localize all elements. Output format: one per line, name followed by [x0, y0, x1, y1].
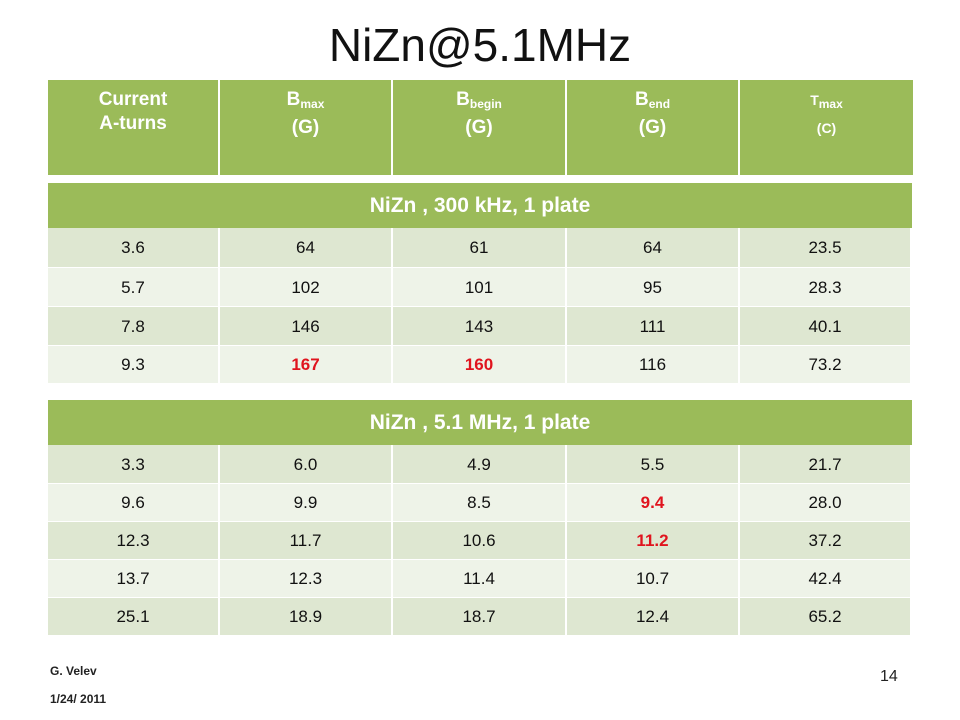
header-symbol: B: [456, 89, 470, 110]
table-cell: 111: [567, 307, 740, 346]
table-cell: 3.3: [48, 445, 220, 484]
date: 1/24/ 2011: [50, 692, 107, 706]
table-cell: 37.2: [740, 522, 912, 560]
table-cell: 11.7: [220, 522, 393, 560]
table-cell: 12.3: [48, 522, 220, 560]
header-unit: (G): [291, 117, 320, 138]
table-cell: 9.9: [220, 484, 393, 522]
table-cell: 18.7: [393, 598, 567, 636]
header-cell: Bend (G): [567, 80, 740, 175]
table-cell: 9.6: [48, 484, 220, 522]
table-cell: 25.1: [48, 598, 220, 636]
header-line: A-turns: [99, 113, 167, 134]
table-cell: 7.8: [48, 307, 220, 346]
table-cell: 4.9: [393, 445, 567, 484]
header-cell: Bbegin (G): [393, 80, 567, 175]
table-cell: 160: [393, 346, 567, 384]
header-subscript: begin: [469, 97, 502, 111]
table-cell: 9.4: [567, 484, 740, 522]
header-line: Current: [98, 89, 168, 110]
header-unit: (C): [816, 120, 837, 136]
table-cell: 23.5: [740, 228, 912, 268]
table-cell: 21.7: [740, 445, 912, 484]
slide-title: NiZn@5.1MHz: [328, 19, 632, 71]
table-cell: 12.4: [567, 598, 740, 636]
header-subscript: max: [300, 97, 325, 111]
header-line: Bend: [567, 88, 738, 116]
table-cell: 12.3: [220, 560, 393, 598]
table-cell: 10.7: [567, 560, 740, 598]
author: G. Velev: [50, 664, 97, 678]
header-cell: Bmax (G): [220, 80, 393, 175]
header-unit: (G): [638, 117, 667, 138]
table-cell: 143: [393, 307, 567, 346]
header-symbol: B: [286, 89, 301, 110]
table-cell: 65.2: [740, 598, 912, 636]
table-cell: 5.7: [48, 268, 220, 307]
header-symbol: B: [634, 89, 649, 110]
table-title: NiZn , 5.1 MHz, 1 plate: [48, 400, 912, 445]
header-unit: (G): [465, 117, 493, 138]
table-cell: 8.5: [393, 484, 567, 522]
header-cell: Current A-turns: [48, 80, 220, 175]
table-cell: 11.4: [393, 560, 567, 598]
page-number: 14: [880, 668, 898, 685]
table-cell: 73.2: [740, 346, 912, 384]
table-cell: 64: [220, 228, 393, 268]
header-line: Bbegin: [393, 88, 565, 116]
header-line: Bmax: [220, 88, 391, 116]
table-cell: 10.6: [393, 522, 567, 560]
table-cell: 28.3: [740, 268, 912, 307]
table-cell: 102: [220, 268, 393, 307]
table-cell: 42.4: [740, 560, 912, 598]
table-cell: 3.6: [48, 228, 220, 268]
table-cell: 116: [567, 346, 740, 384]
table-cell: 167: [220, 346, 393, 384]
table-cell: 146: [220, 307, 393, 346]
header-symbol: T: [810, 92, 819, 108]
table-cell: 18.9: [220, 598, 393, 636]
header-subscript: end: [648, 97, 671, 111]
header-cell: Tmax (C): [740, 80, 915, 175]
table-cell: 13.7: [48, 560, 220, 598]
table-cell: 61: [393, 228, 567, 268]
table-cell: 95: [567, 268, 740, 307]
table-cell: 101: [393, 268, 567, 307]
table-cell: 6.0: [220, 445, 393, 484]
table-cell: 5.5: [567, 445, 740, 484]
table-cell: 64: [567, 228, 740, 268]
table-cell: 11.2: [567, 522, 740, 560]
table-cell: 9.3: [48, 346, 220, 384]
table-cell: 28.0: [740, 484, 912, 522]
table-cell: 40.1: [740, 307, 912, 346]
table-title: NiZn , 300 kHz, 1 plate: [48, 183, 912, 228]
header-subscript: max: [818, 97, 843, 111]
header-line: Tmax: [740, 88, 913, 116]
